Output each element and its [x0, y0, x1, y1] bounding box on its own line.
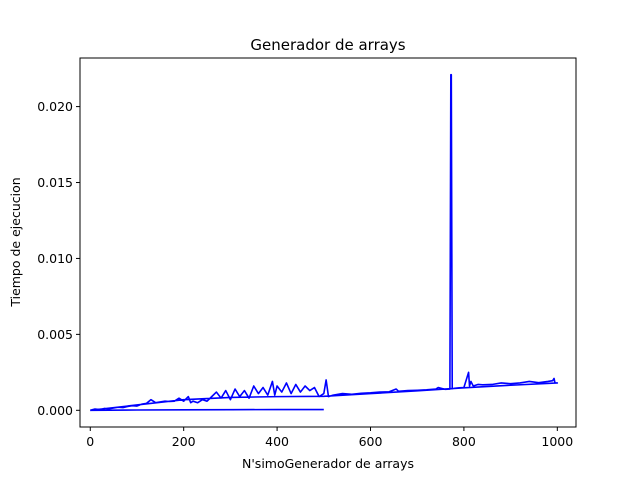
y-tick-label: 0.010	[37, 251, 73, 266]
y-axis: 0.000 0.005 0.010 0.015 0.020	[37, 99, 80, 418]
y-tick-label: 0.020	[37, 99, 73, 114]
series-line-2	[90, 408, 324, 412]
x-axis: 0 200 400 600 800 1000	[86, 427, 573, 449]
x-tick-label: 800	[452, 434, 476, 449]
x-tick-label: 600	[359, 434, 383, 449]
x-tick-label: 0	[86, 434, 94, 449]
x-tick-label: 1000	[541, 434, 573, 449]
y-tick-label: 0.000	[37, 403, 73, 418]
plot-area	[90, 73, 559, 412]
y-tick-label: 0.015	[37, 175, 73, 190]
y-tick-label: 0.005	[37, 327, 73, 342]
y-axis-label: Tiempo de ejecucion	[8, 177, 23, 307]
chart-title: Generador de arrays	[250, 36, 405, 54]
axes-frame	[79, 57, 577, 428]
x-tick-label: 200	[172, 434, 196, 449]
series-line-1	[90, 73, 559, 412]
x-tick-label: 400	[265, 434, 289, 449]
x-axis-label: N'simoGenerador de arrays	[242, 456, 414, 471]
